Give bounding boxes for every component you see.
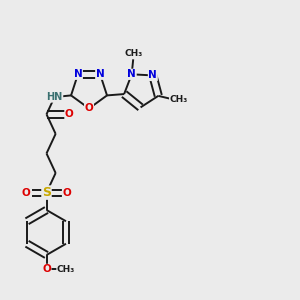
Text: S: S bbox=[42, 186, 51, 199]
Text: N: N bbox=[148, 70, 157, 80]
Text: CH₃: CH₃ bbox=[124, 50, 142, 58]
Text: HN: HN bbox=[46, 92, 63, 102]
Text: CH₃: CH₃ bbox=[57, 265, 75, 274]
Text: O: O bbox=[62, 188, 71, 198]
Text: O: O bbox=[85, 103, 93, 113]
Text: O: O bbox=[22, 188, 31, 198]
Text: N: N bbox=[74, 69, 82, 79]
Text: O: O bbox=[65, 109, 74, 119]
Text: N: N bbox=[96, 69, 104, 79]
Text: CH₃: CH₃ bbox=[169, 95, 188, 104]
Text: O: O bbox=[42, 264, 51, 274]
Text: N: N bbox=[127, 69, 136, 79]
